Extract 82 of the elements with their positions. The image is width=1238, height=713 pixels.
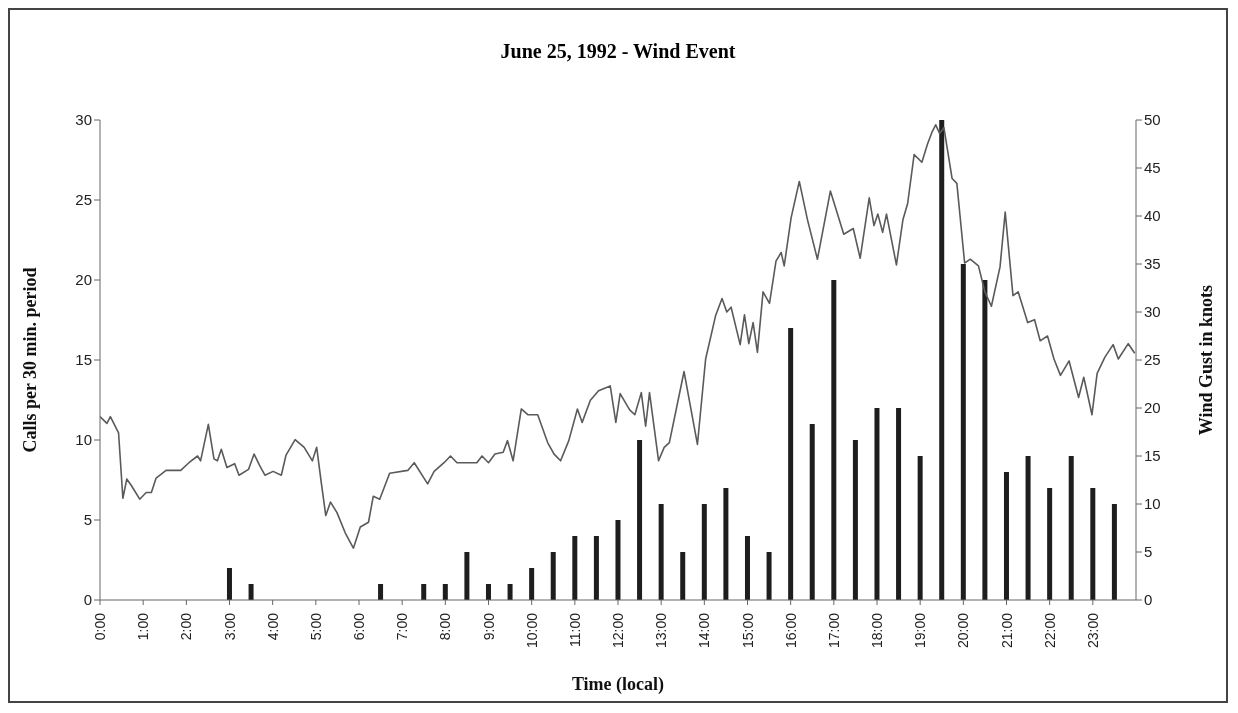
y-tick-label: 30 (75, 111, 92, 129)
x-tick-label: 1:00 (135, 612, 152, 641)
y2-axis-title: Wind Gust in knots (1196, 284, 1217, 436)
bar (680, 552, 686, 600)
bar (507, 584, 513, 600)
bar (982, 280, 988, 600)
bar (1003, 472, 1009, 600)
y-tick-label: 0 (83, 591, 92, 609)
bar (421, 584, 427, 600)
bar (637, 440, 643, 600)
x-tick-label: 4:00 (264, 612, 281, 641)
y-tick-label: 5 (83, 511, 92, 529)
bar (1090, 488, 1096, 600)
bar (1111, 504, 1117, 600)
y-tick-label: 15 (75, 351, 92, 369)
x-tick-label: 0:00 (92, 612, 108, 641)
bar (442, 584, 448, 600)
bar (896, 408, 902, 600)
bar (766, 552, 772, 600)
bar (572, 536, 578, 600)
y2-tick-label: 10 (1144, 495, 1161, 513)
x-tick-label: 6:00 (351, 612, 367, 641)
bar (917, 456, 923, 600)
y-tick-label: 25 (75, 191, 92, 209)
x-tick-label: 2:00 (178, 612, 195, 641)
x-tick-label: 13:00 (653, 612, 670, 649)
bar (960, 264, 966, 600)
bar (809, 424, 815, 600)
x-tick-label: 20:00 (955, 612, 972, 649)
bar (744, 536, 750, 600)
y2-tick-label: 50 (1144, 111, 1161, 129)
bar (1047, 488, 1053, 600)
bar (226, 568, 232, 600)
x-tick-label: 15:00 (739, 612, 756, 649)
bar (658, 504, 664, 600)
y2-tick-label: 20 (1144, 399, 1161, 417)
y2-tick-label: 40 (1144, 207, 1161, 225)
x-tick-label: 22:00 (1041, 612, 1058, 649)
x-tick-label: 5:00 (307, 612, 324, 641)
x-tick-label: 21:00 (998, 612, 1015, 649)
bar (1068, 456, 1074, 600)
x-tick-label: 17:00 (825, 612, 842, 649)
bar (831, 280, 837, 600)
chart-title: June 25, 1992 - Wind Event (499, 39, 737, 64)
bar (1025, 456, 1031, 600)
bar (874, 408, 880, 600)
x-tick-label: 9:00 (480, 612, 497, 641)
y2-tick-label: 15 (1144, 447, 1161, 465)
x-tick-label: 19:00 (912, 612, 929, 649)
bar (701, 504, 707, 600)
y-tick-label: 20 (75, 271, 92, 289)
bar (723, 488, 729, 600)
x-tick-label: 8:00 (437, 612, 454, 641)
x-axis-title: Time (local) (571, 674, 665, 695)
x-tick-label: 7:00 (394, 612, 411, 641)
bar (464, 552, 470, 600)
y2-tick-label: 25 (1144, 351, 1161, 369)
y2-tick-label: 30 (1144, 303, 1161, 321)
y2-tick-label: 35 (1144, 255, 1161, 273)
x-tick-label: 18:00 (869, 612, 885, 649)
bar (378, 584, 384, 600)
x-tick-label: 23:00 (1084, 612, 1101, 649)
bar (788, 328, 794, 600)
y2-tick-label: 0 (1144, 591, 1153, 609)
bar (615, 520, 621, 600)
bar (248, 584, 254, 600)
x-tick-label: 12:00 (610, 612, 626, 649)
bar (939, 120, 945, 600)
y2-tick-label: 5 (1144, 543, 1153, 561)
x-tick-label: 3:00 (221, 612, 238, 641)
bar (852, 440, 858, 600)
x-tick-label: 11:00 (566, 612, 583, 647)
bar (593, 536, 599, 600)
y-tick-label: 10 (75, 431, 92, 449)
bar (550, 552, 556, 600)
x-tick-label: 10:00 (523, 612, 540, 649)
bar (529, 568, 535, 600)
x-tick-label: 14:00 (696, 612, 713, 649)
y2-tick-label: 45 (1144, 159, 1161, 177)
x-tick-label: 16:00 (782, 612, 799, 649)
bar (485, 584, 491, 600)
y-axis-title: Calls per 30 min. period (20, 267, 41, 453)
